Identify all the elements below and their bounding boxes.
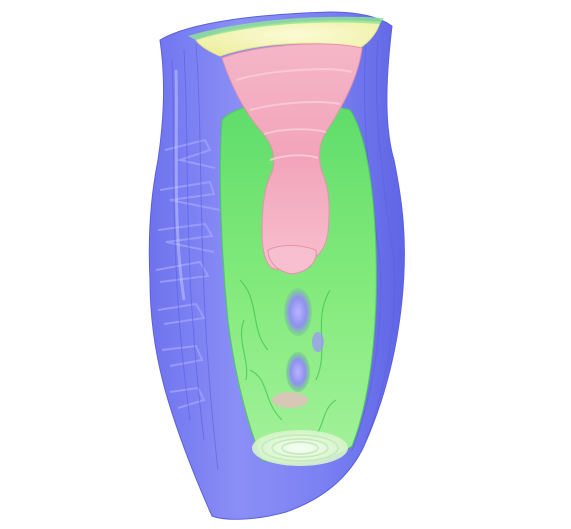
pink-core-steps [235, 68, 353, 161]
shell-highlight [174, 69, 186, 301]
shell-layer-ridges [155, 138, 221, 409]
inner-blob-lower [286, 352, 310, 392]
inner-blob-small [312, 332, 324, 352]
rim-green-edge [188, 16, 384, 40]
pink-core-tip [267, 245, 317, 275]
inner-swirl [272, 392, 308, 408]
bottom-bowl [252, 430, 348, 466]
green-shell [219, 101, 377, 464]
inner-blob-upper [284, 288, 312, 336]
shell-layer-lines [171, 39, 396, 471]
